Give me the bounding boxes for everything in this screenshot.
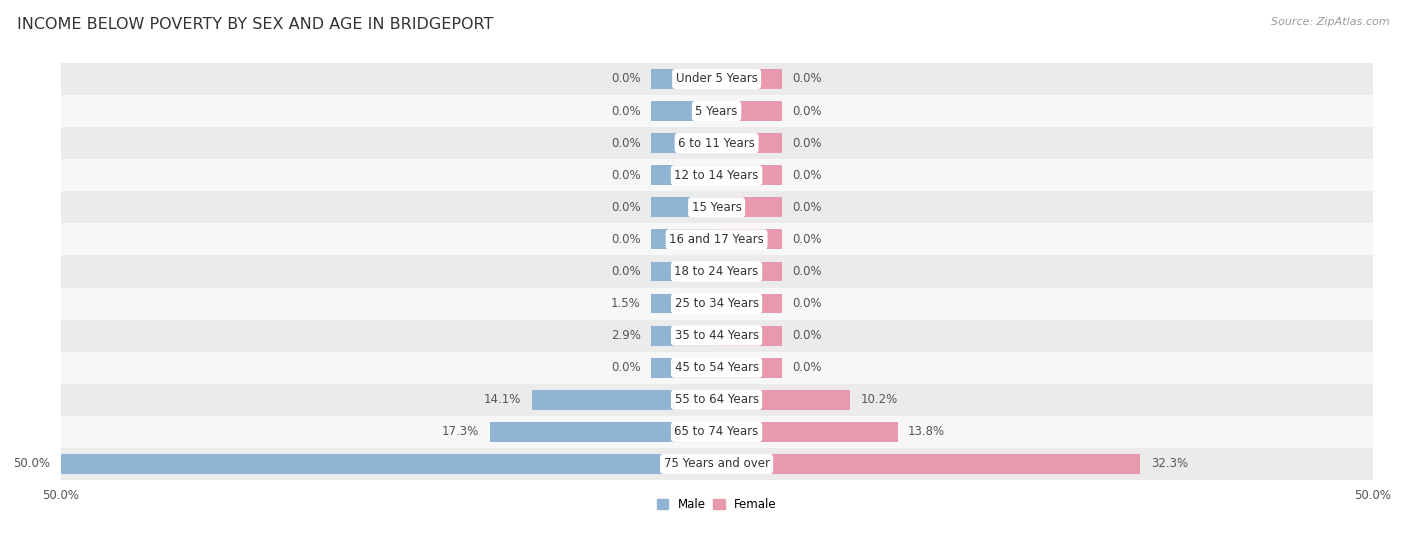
Bar	[651, 293, 717, 314]
Text: 0.0%: 0.0%	[610, 361, 641, 374]
Text: 50.0%: 50.0%	[13, 457, 51, 471]
Text: 0.0%: 0.0%	[793, 361, 823, 374]
Bar	[60, 454, 717, 474]
Text: 15 Years: 15 Years	[692, 201, 741, 214]
Legend: Male, Female: Male, Female	[652, 493, 782, 515]
Bar	[717, 326, 782, 345]
Text: 0.0%: 0.0%	[610, 233, 641, 246]
Bar	[717, 262, 782, 281]
Text: Source: ZipAtlas.com: Source: ZipAtlas.com	[1271, 17, 1389, 27]
Text: Under 5 Years: Under 5 Years	[676, 73, 758, 86]
Text: 0.0%: 0.0%	[793, 136, 823, 150]
Bar	[651, 262, 717, 281]
FancyBboxPatch shape	[60, 127, 1372, 159]
Text: 32.3%: 32.3%	[1150, 457, 1188, 471]
Text: 55 to 64 Years: 55 to 64 Years	[675, 394, 759, 406]
Text: 1.5%: 1.5%	[610, 297, 641, 310]
Text: 18 to 24 Years: 18 to 24 Years	[675, 265, 759, 278]
Text: 0.0%: 0.0%	[610, 105, 641, 117]
Bar	[651, 197, 717, 217]
Text: 45 to 54 Years: 45 to 54 Years	[675, 361, 759, 374]
Text: 0.0%: 0.0%	[610, 265, 641, 278]
Bar	[717, 197, 782, 217]
Text: 0.0%: 0.0%	[793, 233, 823, 246]
Bar	[489, 422, 717, 442]
Bar	[717, 358, 782, 378]
Text: 35 to 44 Years: 35 to 44 Years	[675, 329, 759, 342]
Bar	[717, 229, 782, 249]
Text: 6 to 11 Years: 6 to 11 Years	[678, 136, 755, 150]
Text: 25 to 34 Years: 25 to 34 Years	[675, 297, 759, 310]
Text: 12 to 14 Years: 12 to 14 Years	[675, 169, 759, 182]
Text: 2.9%: 2.9%	[610, 329, 641, 342]
FancyBboxPatch shape	[60, 159, 1372, 191]
Bar	[531, 390, 717, 410]
Bar	[717, 165, 782, 185]
Bar	[651, 101, 717, 121]
FancyBboxPatch shape	[60, 63, 1372, 95]
Text: 10.2%: 10.2%	[860, 394, 898, 406]
FancyBboxPatch shape	[60, 352, 1372, 384]
Text: 0.0%: 0.0%	[610, 136, 641, 150]
Text: 0.0%: 0.0%	[793, 265, 823, 278]
Bar	[717, 69, 782, 89]
Text: 0.0%: 0.0%	[610, 201, 641, 214]
Bar	[651, 165, 717, 185]
Text: INCOME BELOW POVERTY BY SEX AND AGE IN BRIDGEPORT: INCOME BELOW POVERTY BY SEX AND AGE IN B…	[17, 17, 494, 32]
Text: 0.0%: 0.0%	[610, 169, 641, 182]
FancyBboxPatch shape	[60, 255, 1372, 287]
Bar	[651, 229, 717, 249]
FancyBboxPatch shape	[60, 416, 1372, 448]
Bar	[717, 454, 1140, 474]
FancyBboxPatch shape	[60, 448, 1372, 480]
Bar	[651, 358, 717, 378]
Text: 0.0%: 0.0%	[793, 73, 823, 86]
Bar	[651, 133, 717, 153]
Text: 75 Years and over: 75 Years and over	[664, 457, 769, 471]
Text: 13.8%: 13.8%	[908, 425, 945, 438]
Bar	[717, 390, 851, 410]
Text: 0.0%: 0.0%	[793, 297, 823, 310]
Text: 17.3%: 17.3%	[441, 425, 479, 438]
Text: 0.0%: 0.0%	[793, 201, 823, 214]
Text: 0.0%: 0.0%	[793, 105, 823, 117]
Text: 16 and 17 Years: 16 and 17 Years	[669, 233, 763, 246]
Bar	[717, 422, 897, 442]
Bar	[717, 293, 782, 314]
Text: 5 Years: 5 Years	[696, 105, 738, 117]
FancyBboxPatch shape	[60, 224, 1372, 255]
FancyBboxPatch shape	[60, 384, 1372, 416]
Bar	[651, 69, 717, 89]
FancyBboxPatch shape	[60, 320, 1372, 352]
Bar	[717, 133, 782, 153]
Text: 0.0%: 0.0%	[793, 329, 823, 342]
Bar	[651, 326, 717, 345]
Bar	[717, 101, 782, 121]
FancyBboxPatch shape	[60, 191, 1372, 224]
Text: 0.0%: 0.0%	[793, 169, 823, 182]
Text: 65 to 74 Years: 65 to 74 Years	[675, 425, 759, 438]
FancyBboxPatch shape	[60, 287, 1372, 320]
FancyBboxPatch shape	[60, 95, 1372, 127]
Text: 0.0%: 0.0%	[610, 73, 641, 86]
Text: 14.1%: 14.1%	[484, 394, 522, 406]
